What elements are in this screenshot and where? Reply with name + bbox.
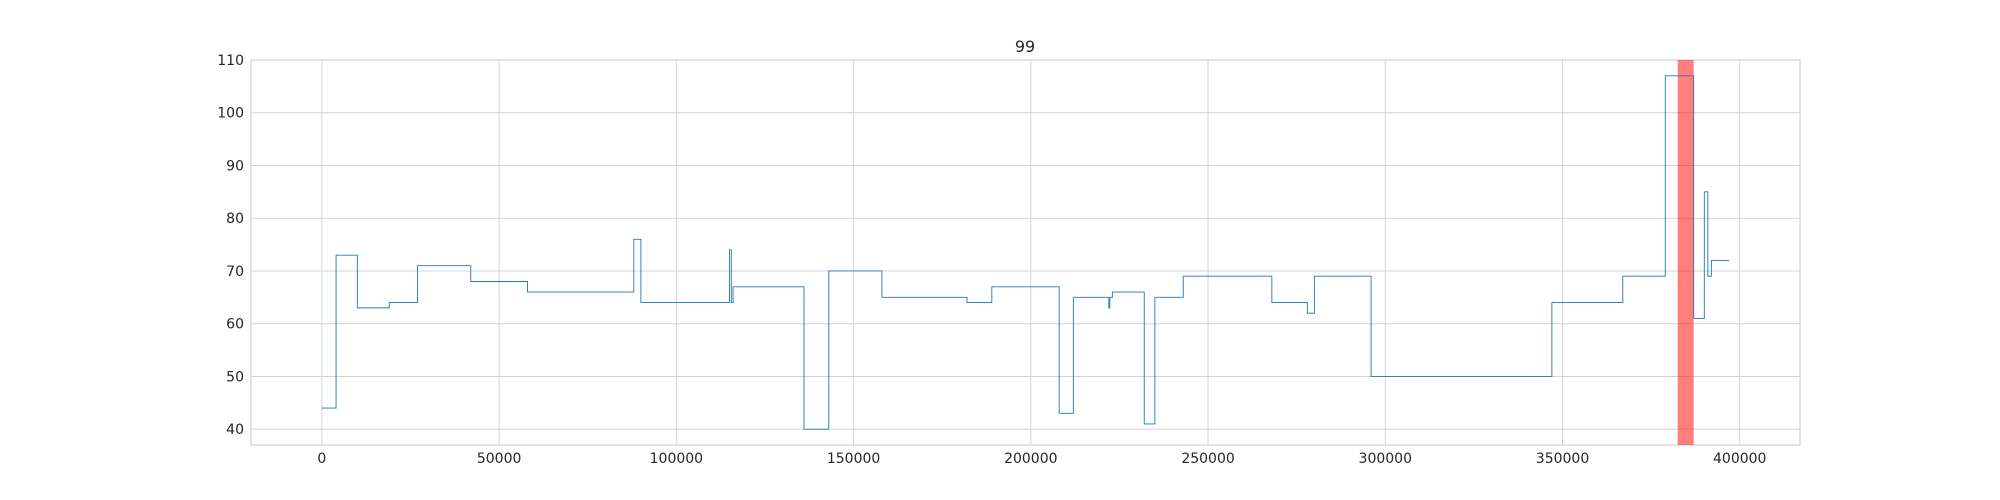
x-tick-label: 100000	[650, 451, 703, 467]
chart-title: 99	[1015, 37, 1035, 56]
y-tick-label: 60	[226, 317, 244, 333]
x-tick-label: 50000	[477, 451, 522, 467]
x-tick-label: 200000	[1004, 451, 1057, 467]
x-tick-label: 350000	[1536, 451, 1589, 467]
y-tick-label: 110	[217, 53, 244, 69]
x-tick-label: 400000	[1713, 451, 1766, 467]
x-tick-label: 150000	[827, 451, 880, 467]
series-line	[321, 75, 1730, 430]
y-tick-label: 50	[226, 369, 244, 385]
y-tick-label: 80	[226, 211, 244, 227]
x-tick-label: 300000	[1359, 451, 1412, 467]
y-tick-label: 100	[217, 106, 244, 122]
highlight-band	[1677, 60, 1694, 445]
grid-lines	[251, 59, 1800, 445]
highlight-band-layer	[1677, 60, 1694, 445]
plot-area	[250, 59, 1801, 446]
tick-labels: 0 50000 100000 150000 200000 250000 300000 3500…	[217, 53, 1766, 467]
x-tick-label: 0	[317, 451, 326, 467]
y-tick-label: 40	[226, 422, 244, 438]
y-tick-label: 70	[226, 264, 244, 280]
y-tick-label: 90	[226, 158, 244, 174]
x-tick-label: 250000	[1181, 451, 1234, 467]
series-layer	[321, 75, 1730, 430]
